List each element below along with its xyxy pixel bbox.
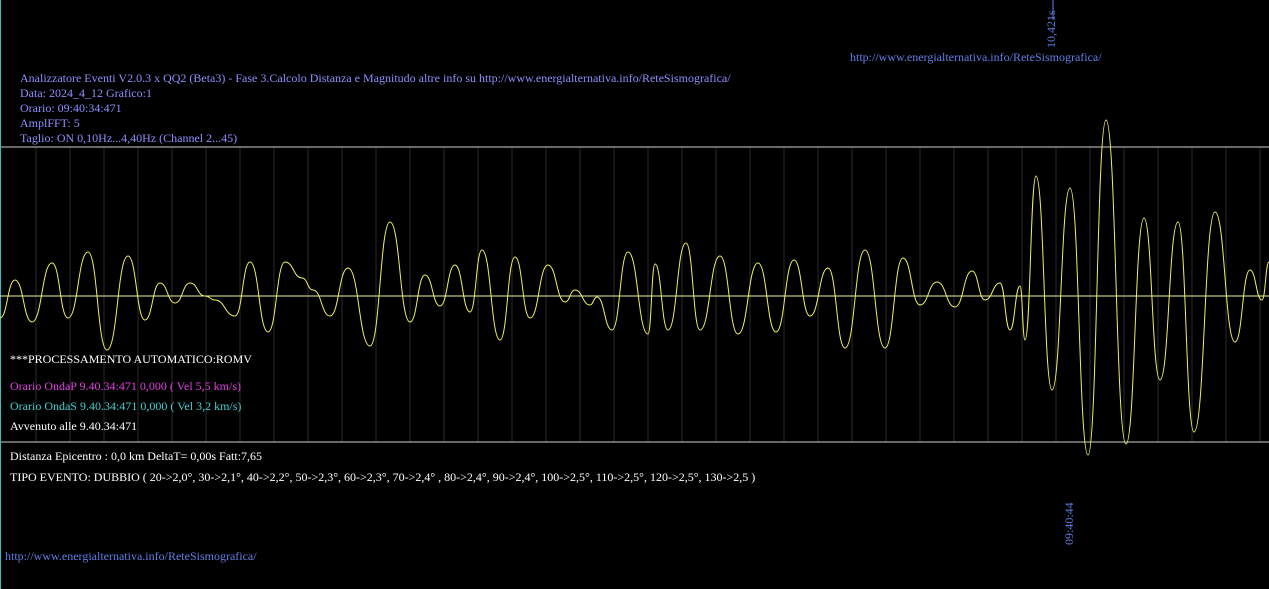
event-type: TIPO EVENTO: DUBBIO ( 20->2,0°, 30->2,1°… [10,470,755,484]
waveform [0,119,1269,456]
marker-top: 10,421s [1044,10,1058,48]
wave-s: Orario OndaS 9.40.34:471 0,000 ( Vel 3,2… [10,399,241,413]
occurred: Avvenuto alle 9.40.34:471 [10,419,137,433]
header-line: Analizzatore Eventi V2.0.3 x QQ2 (Beta3)… [20,71,731,85]
grid [35,147,1261,442]
processing: ***PROCESSAMENTO AUTOMATICO:ROMV [10,352,252,366]
distance: Distanza Epicentro : 0,0 km DeltaT= 0,00… [10,449,262,463]
marker-bottom: 09:40:44 [1062,502,1076,545]
link-bottom[interactable]: http://www.energialternativa.info/ReteSi… [5,549,257,563]
header-line: AmplFFT: 5 [20,116,80,130]
header-line: Orario: 09:40:34:471 [20,101,122,115]
link-top[interactable]: http://www.energialternativa.info/ReteSi… [850,50,1102,64]
header-line: Data: 2024_4_12 Grafico:1 [20,86,152,100]
header-line: Taglio: ON 0,10Hz...4,40Hz (Channel 2...… [20,131,237,145]
wave-p: Orario OndaP 9.40.34:471 0,000 ( Vel 5,5… [10,379,241,393]
